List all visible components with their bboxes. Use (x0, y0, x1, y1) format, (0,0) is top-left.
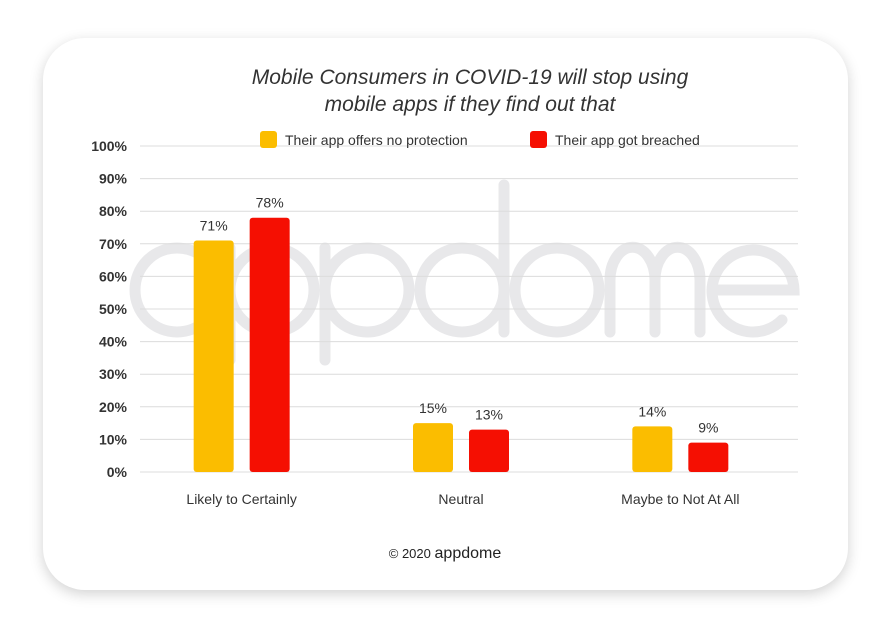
bar (193, 240, 234, 472)
data-label: 9% (698, 420, 718, 436)
y-tick-label: 10% (99, 431, 128, 447)
title-line-1: Mobile Consumers in COVID-19 will stop u… (251, 66, 689, 89)
bar (632, 426, 673, 472)
y-tick-label: 60% (99, 268, 128, 284)
y-tick-label: 70% (99, 236, 128, 252)
chart-title: Mobile Consumers in COVID-19 will stop u… (140, 64, 800, 118)
y-tick-label: 20% (99, 399, 128, 415)
y-tick-label: 80% (99, 203, 128, 219)
legend-swatch (260, 131, 277, 148)
bar (249, 217, 290, 472)
y-tick-label: 40% (99, 334, 128, 350)
watermark-letter-m (604, 241, 706, 338)
watermark-letter-e (706, 244, 800, 338)
y-tick-label: 100% (91, 138, 127, 154)
watermark-letter-p2 (319, 242, 415, 338)
data-label: 71% (200, 218, 228, 234)
x-tick-label: Likely to Certainly (186, 491, 297, 507)
bar (688, 442, 729, 472)
footer: © 2020 appdome (0, 545, 890, 563)
y-tick-label: 0% (107, 464, 128, 480)
footer-brand-logo: appdome (434, 545, 502, 562)
watermark-letter-o (509, 242, 605, 338)
legend-label: Their app got breached (555, 132, 700, 148)
data-label: 13% (475, 407, 503, 423)
y-tick-label: 50% (99, 301, 128, 317)
title-line-2: mobile apps if they find out that (324, 93, 616, 116)
legend-label: Their app offers no protection (285, 132, 468, 148)
data-label: 15% (419, 400, 447, 416)
legend-swatch (530, 131, 547, 148)
watermark-letter-d (414, 242, 510, 338)
y-tick-label: 30% (99, 366, 128, 382)
bar (413, 423, 453, 472)
data-label: 14% (638, 403, 666, 419)
bar (469, 429, 509, 472)
copyright: © 2020 (388, 546, 431, 561)
y-tick-label: 90% (99, 171, 128, 187)
x-tick-label: Neutral (438, 491, 483, 507)
x-tick-label: Maybe to Not At All (621, 491, 739, 507)
data-label: 78% (256, 195, 284, 211)
